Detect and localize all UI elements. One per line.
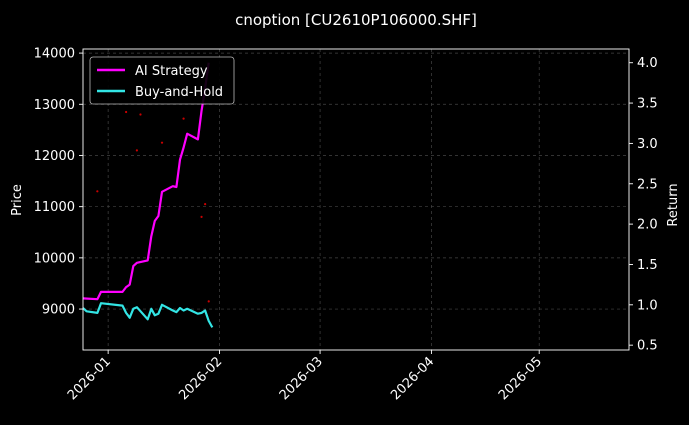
legend: AI Strategy Buy-and-Hold — [89, 56, 235, 105]
price-point — [200, 215, 203, 219]
price-points-layer — [96, 110, 210, 303]
left-axis-label: Price — [10, 184, 25, 216]
left-axis-tick-label: 10000 — [34, 251, 75, 266]
legend-label-buy-and-hold: Buy-and-Hold — [135, 85, 223, 100]
left-axis-tick-label: 11000 — [34, 200, 75, 215]
right-axis-label: Return — [666, 183, 681, 226]
left-axis-tick-label: 13000 — [34, 98, 75, 113]
right-axis-tick-label: 2.5 — [637, 177, 658, 192]
legend-label-ai-strategy: AI Strategy — [135, 64, 208, 79]
legend-box — [89, 56, 235, 105]
price-point — [139, 113, 142, 116]
ai-strategy-line — [82, 62, 210, 301]
series-layer — [82, 62, 214, 328]
right-axis-tick-label: 3.5 — [637, 97, 658, 112]
right-axis-tick-label: 3.0 — [637, 137, 658, 152]
price-point — [135, 149, 138, 152]
chart-title: cnoption [CU2610P106000.SHF] — [235, 11, 477, 29]
left-axis-tick-label: 12000 — [34, 149, 75, 164]
right-axis-tick-label: 4.0 — [637, 56, 658, 71]
right-axis-tick-label: 1.5 — [637, 258, 658, 273]
left-axis-tick-label: 14000 — [34, 47, 75, 62]
right-axis-tick-label: 2.0 — [637, 218, 658, 233]
buy-and-hold-line — [82, 302, 214, 328]
price-point — [207, 300, 210, 303]
price-point — [160, 141, 164, 144]
plot-frame — [82, 48, 630, 351]
price-point — [182, 117, 185, 120]
price-point — [125, 110, 128, 114]
right-axis-tick-label: 0.5 — [637, 339, 658, 354]
right-axis-tick-label: 1.0 — [637, 298, 658, 313]
price-point — [204, 203, 207, 206]
left-axis-tick-label: 9000 — [42, 303, 75, 318]
price-point — [96, 190, 99, 193]
grid-layer — [83, 49, 629, 350]
